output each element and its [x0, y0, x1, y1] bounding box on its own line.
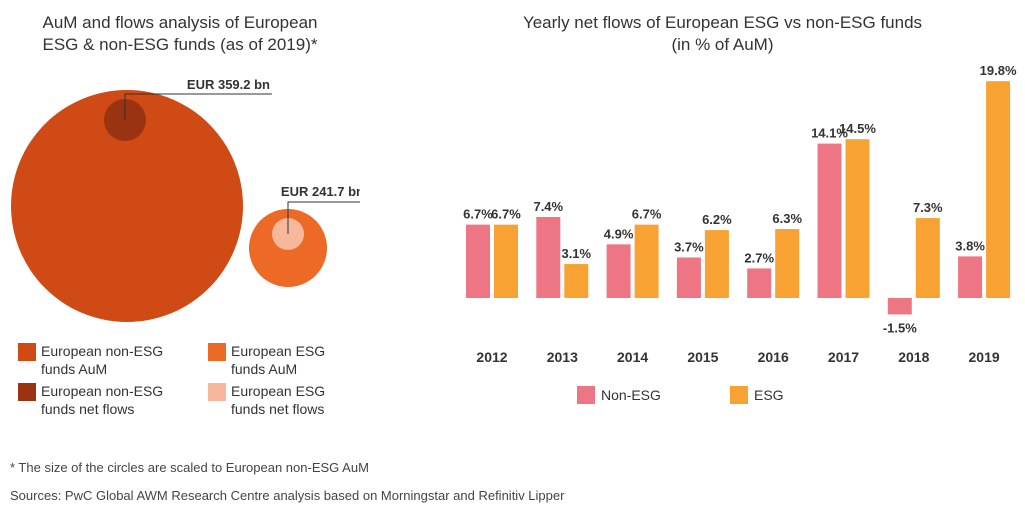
- bar-label-esg-2015: 6.2%: [702, 212, 732, 227]
- bar-label-non-esg-2015: 3.7%: [674, 239, 704, 254]
- x-tick-label-2013: 2013: [547, 349, 578, 365]
- circle-chart: EUR 359.2 bn EUR 241.7 bn: [11, 77, 360, 322]
- footnote-sources: Sources: PwC Global AWM Research Centre …: [10, 488, 565, 503]
- bar-label-non-esg-2016: 2.7%: [744, 250, 774, 265]
- bar-label-non-esg-2017: 14.1%: [811, 126, 848, 141]
- bar-label-esg-2018: 7.3%: [913, 200, 943, 215]
- bar-esg-2017: [845, 139, 870, 298]
- legend-label-esg-flows: European ESG funds net flows: [231, 383, 326, 417]
- bar-label-esg-2017: 14.5%: [839, 121, 876, 136]
- bar-non-esg-2013: [536, 216, 561, 298]
- bar-label-non-esg-2013: 7.4%: [533, 199, 563, 214]
- bar-esg-2016: [775, 229, 800, 298]
- bar-esg-2019: [986, 81, 1011, 298]
- bar-legend-swatch-esg: [730, 386, 748, 404]
- bar-label-non-esg-2012: 6.7%: [463, 207, 493, 222]
- bar-legend-label-esg: ESG: [754, 387, 784, 403]
- bar-legend-swatch-non-esg: [577, 386, 595, 404]
- legend-swatch-non-esg-flows: [18, 383, 36, 401]
- bar-non-esg-2018: [887, 298, 912, 315]
- bar-label-esg-2019: 19.8%: [980, 63, 1017, 78]
- callout-line-esg: [287, 201, 360, 234]
- x-tick-label-2015: 2015: [687, 349, 718, 365]
- bar-esg-2012: [494, 224, 518, 298]
- callout-esg-flows-label: EUR 241.7 bn: [281, 184, 360, 199]
- bar-label-non-esg-2018: -1.5%: [883, 320, 917, 335]
- bar-label-esg-2012: 6.7%: [491, 207, 521, 222]
- x-tick-label-2019: 2019: [969, 349, 1000, 365]
- legend-label-non-esg-flows: European non-ESG funds net flows: [41, 383, 164, 417]
- bar-non-esg-2017: [817, 143, 842, 298]
- left-chart-title-line1: AuM and flows analysis of European: [42, 13, 318, 32]
- bar-non-esg-2014: [606, 244, 631, 298]
- x-tick-label-2018: 2018: [898, 349, 929, 365]
- x-tick-label-2016: 2016: [758, 349, 789, 365]
- bar-non-esg-2012: [466, 224, 490, 298]
- bar-chart-title-line2: (in % of AuM): [671, 35, 774, 54]
- legend-swatch-esg-aum: [208, 343, 226, 361]
- bar-legend-non-esg: Non-ESG: [577, 386, 661, 404]
- legend-label-non-esg-aum: European non-ESG funds AuM: [41, 343, 164, 377]
- left-chart-title: AuM and flows analysis of European ESG &…: [0, 12, 360, 56]
- bar-label-non-esg-2014: 4.9%: [604, 226, 634, 241]
- bar-label-non-esg-2019: 3.8%: [955, 238, 985, 253]
- callout-non-esg-flows-label: EUR 359.2 bn: [187, 77, 270, 92]
- legend-label-esg-aum: European ESG funds AuM: [231, 343, 326, 377]
- bar-esg-2015: [704, 230, 729, 298]
- bar-label-esg-2013: 3.1%: [561, 246, 591, 261]
- left-chart-title-line2: ESG & non-ESG funds (as of 2019)*: [42, 35, 318, 54]
- legend-non-esg-aum: European non-ESG funds AuM: [18, 342, 181, 378]
- bar-non-esg-2015: [676, 257, 701, 298]
- legend-esg-aum: European ESG funds AuM: [208, 342, 341, 378]
- bar-chart-title-line1: Yearly net flows of European ESG vs non-…: [522, 13, 923, 32]
- legend-non-esg-flows: European non-ESG funds net flows: [18, 382, 181, 418]
- bar-chart-title: Yearly net flows of European ESG vs non-…: [430, 12, 1015, 56]
- x-tick-label-2017: 2017: [828, 349, 859, 365]
- bar-non-esg-2019: [958, 256, 983, 298]
- bar-esg-2014: [634, 224, 659, 298]
- bar-label-esg-2014: 6.7%: [632, 207, 662, 222]
- x-tick-label-2014: 2014: [617, 349, 648, 365]
- legend-esg-flows: European ESG funds net flows: [208, 382, 341, 418]
- legend-swatch-non-esg-aum: [18, 343, 36, 361]
- x-tick-label-2012: 2012: [476, 349, 507, 365]
- bar-chart: 6.7%6.7%20127.4%3.1%20134.9%6.7%20143.7%…: [463, 63, 1017, 365]
- legend-swatch-esg-flows: [208, 383, 226, 401]
- bar-legend-esg: ESG: [730, 386, 784, 404]
- bar-esg-2013: [564, 264, 589, 298]
- callout-line-non-esg: [124, 93, 272, 120]
- footnote-circle-scale: * The size of the circles are scaled to …: [10, 460, 369, 475]
- non-esg-aum-circle: [11, 90, 243, 322]
- bar-label-esg-2016: 6.3%: [772, 211, 802, 226]
- bar-legend-label-non-esg: Non-ESG: [601, 387, 661, 403]
- bar-non-esg-2016: [747, 268, 772, 298]
- bar-esg-2018: [915, 218, 940, 298]
